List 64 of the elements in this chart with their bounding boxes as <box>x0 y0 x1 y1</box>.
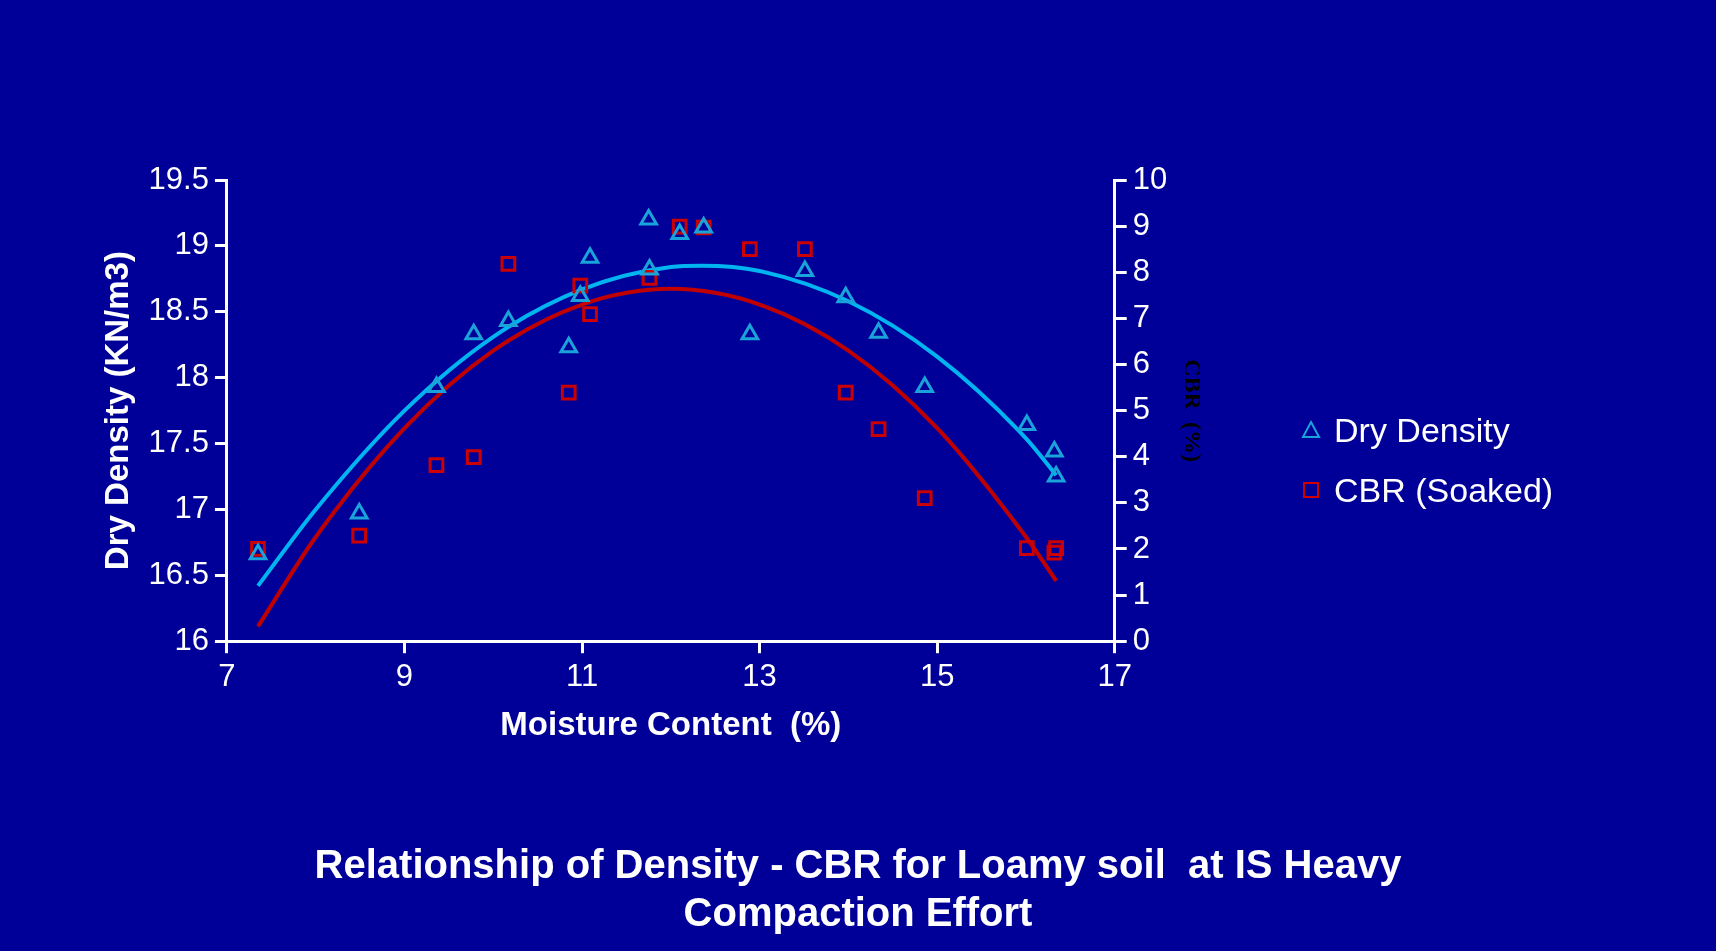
point <box>797 241 813 258</box>
y-tick-label: 18.5 <box>148 292 209 328</box>
point <box>1018 540 1035 556</box>
point <box>836 286 856 304</box>
y-tick-label: 18 <box>174 358 209 394</box>
point <box>915 376 935 393</box>
y-tick-label: 16.5 <box>148 555 209 591</box>
point <box>740 323 760 341</box>
y2-tick-label: 8 <box>1132 252 1150 288</box>
y2-tick-label: 2 <box>1132 529 1150 565</box>
point <box>465 449 482 466</box>
point <box>870 421 887 437</box>
point <box>837 384 854 401</box>
point <box>1017 414 1037 432</box>
point <box>500 256 517 272</box>
point <box>869 322 888 339</box>
y2-tick-label: 3 <box>1132 483 1150 519</box>
x-tick-label: 11 <box>565 658 599 694</box>
point <box>1046 465 1066 483</box>
point <box>640 259 659 276</box>
point <box>427 376 446 393</box>
point <box>670 223 689 241</box>
point <box>428 457 445 473</box>
y-axis-title: Dry Density (KN/m3) <box>97 251 135 571</box>
point <box>248 543 268 561</box>
x-tick-label: 17 <box>1097 658 1132 694</box>
y-tick-label: 16 <box>174 621 209 657</box>
point <box>349 502 369 520</box>
x-axis-title: Moisture Content (%) <box>500 705 842 743</box>
point <box>1046 544 1063 561</box>
x-tick-label: 15 <box>919 658 955 694</box>
point <box>741 241 758 258</box>
y2-tick-label: 1 <box>1132 575 1150 611</box>
y2-tick-label: 9 <box>1132 206 1150 242</box>
y2-tick-label: 6 <box>1132 345 1150 381</box>
x-tick-label: 7 <box>218 658 236 694</box>
point <box>1048 540 1064 556</box>
point <box>559 336 579 354</box>
point <box>499 310 518 327</box>
y-tick-label: 19.5 <box>148 160 209 196</box>
point <box>916 490 933 507</box>
point <box>351 527 368 544</box>
text: Relationship of Density - CBR for Loamy soil at IS Heavy Compaction Effort <box>313 841 1403 936</box>
y2-tick-label: 4 <box>1132 437 1150 473</box>
legend-label: CBR (Soaked) <box>1334 470 1554 510</box>
y2-tick-label: 5 <box>1132 391 1150 427</box>
y2-tick-label: 7 <box>1132 298 1150 334</box>
y-tick-label: 17 <box>174 489 209 525</box>
y2-tick-label: 0 <box>1132 621 1150 657</box>
y2-tick-label: 10 <box>1132 160 1168 196</box>
x-tick-label: 9 <box>395 658 414 694</box>
point <box>560 384 577 401</box>
y-tick-label: 17.5 <box>148 424 209 460</box>
point <box>1045 440 1064 458</box>
point <box>795 260 815 277</box>
point <box>570 285 590 302</box>
y-tick-label: 19 <box>174 226 209 262</box>
y2-axis-title: CBR (%) <box>1180 359 1207 462</box>
legend-label: Dry Density <box>1334 410 1510 450</box>
point <box>580 247 600 264</box>
point <box>464 323 484 341</box>
x-tick-label: 13 <box>742 658 777 694</box>
point <box>582 306 598 323</box>
point <box>639 209 658 226</box>
